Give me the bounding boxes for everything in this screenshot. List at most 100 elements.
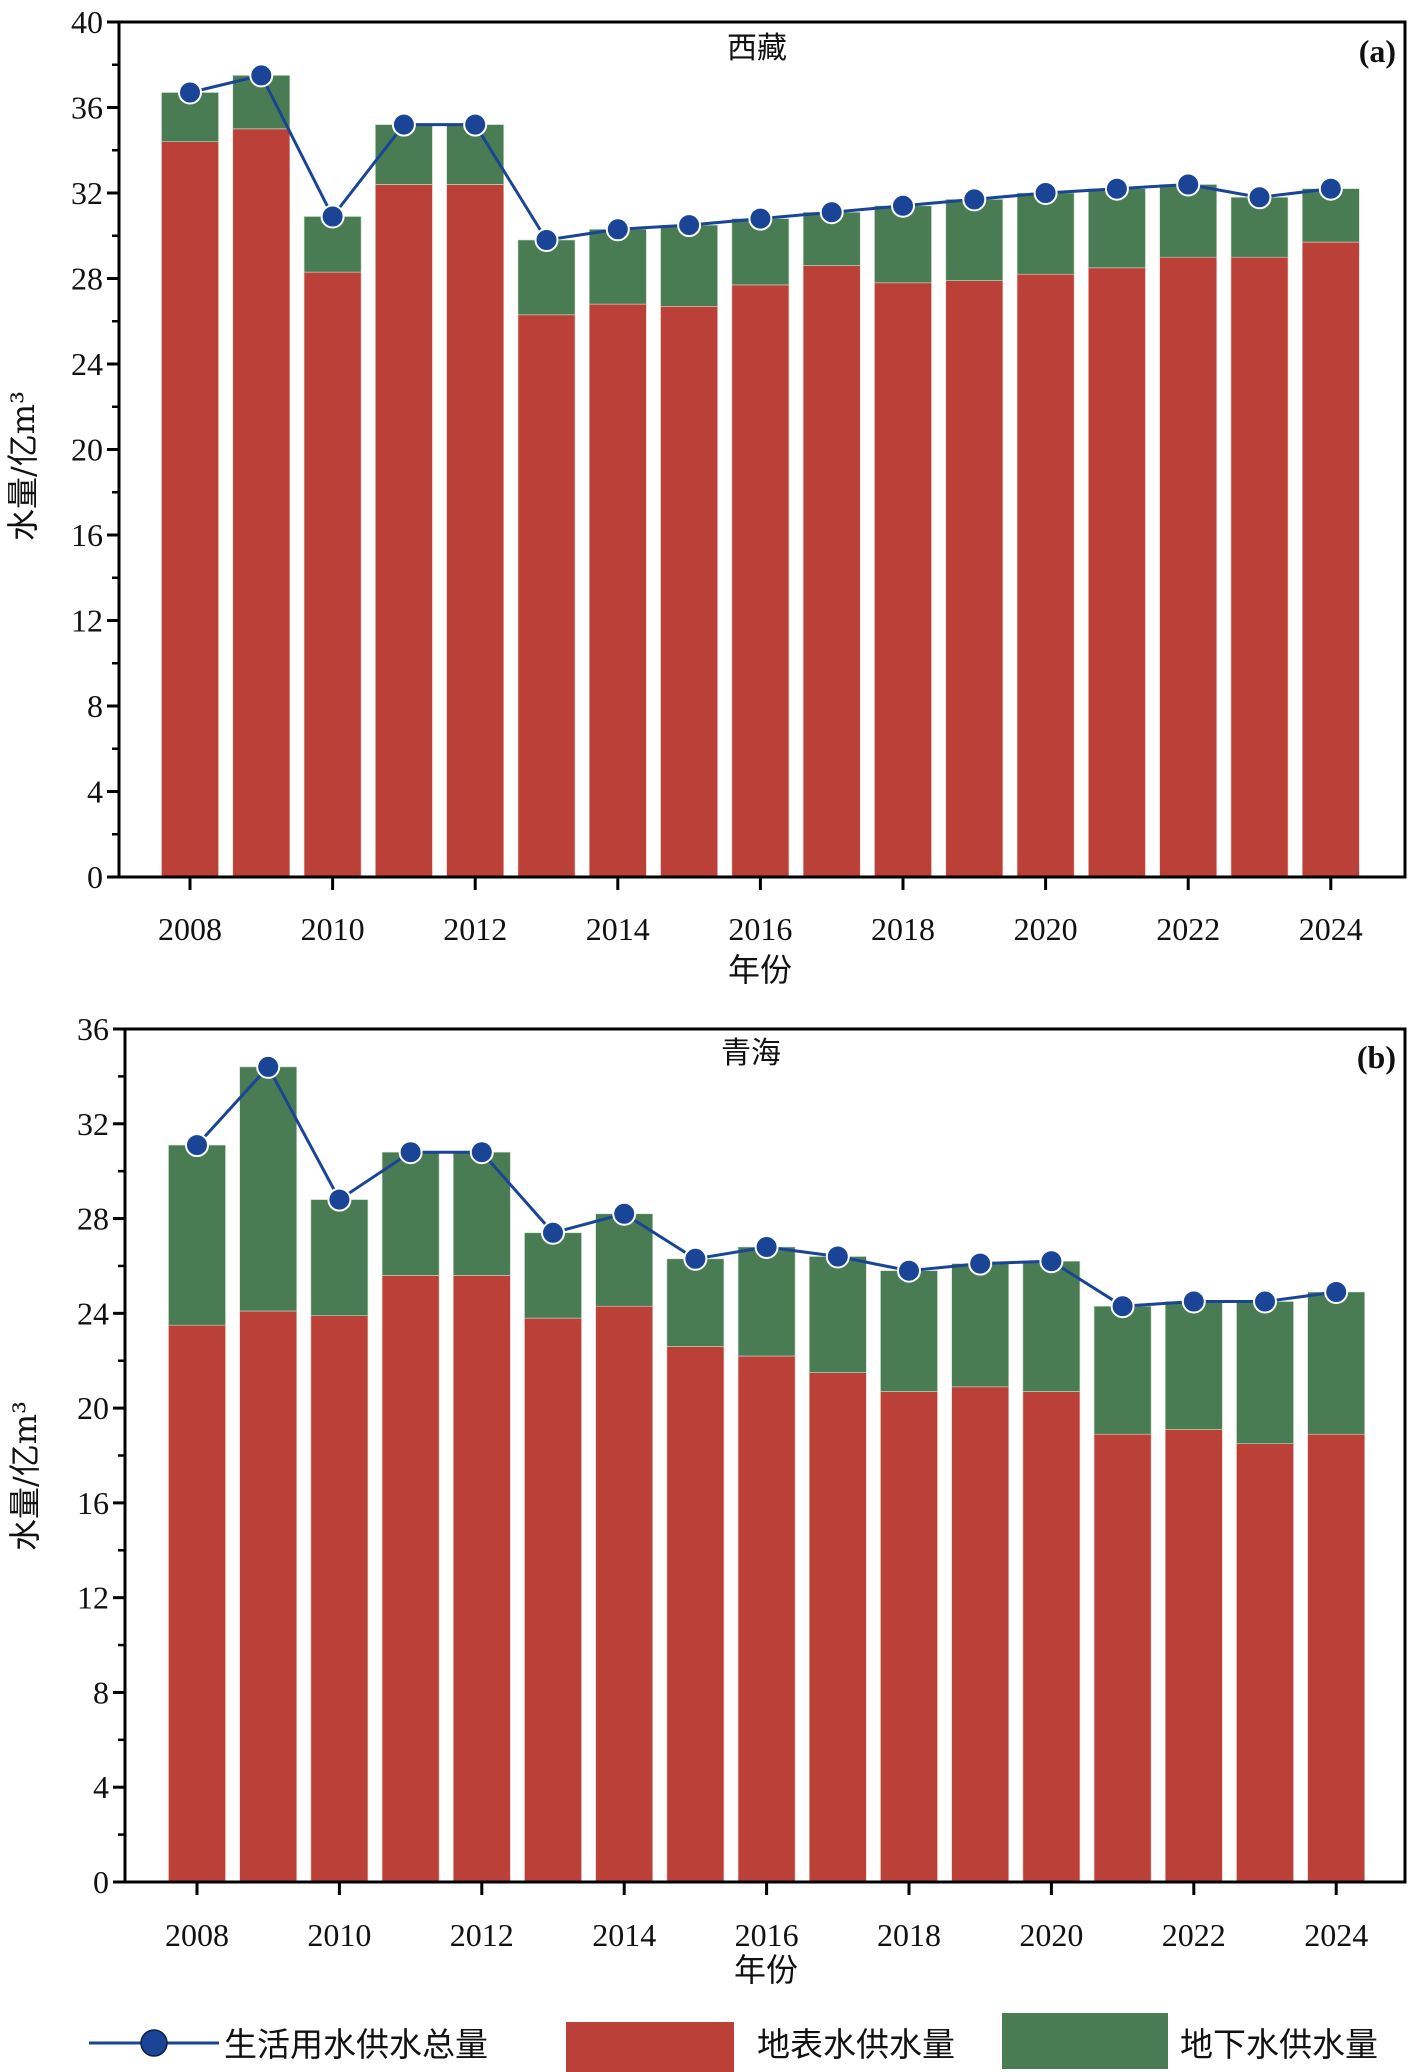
total-point-2023 — [1253, 1289, 1277, 1314]
total-point-2019 — [968, 1251, 993, 1276]
bar-ground-2011 — [381, 1151, 440, 1276]
total-point-2016 — [748, 206, 773, 231]
bar-ground-2009 — [239, 1066, 297, 1312]
bar-surface-2008 — [168, 1324, 226, 1883]
bar-ground-2021 — [1093, 1305, 1152, 1435]
bar-surface-2010 — [303, 271, 362, 878]
total-point-2014 — [605, 217, 630, 242]
panel-label: (b) — [1357, 1039, 1396, 1075]
bar-ground-2013 — [517, 239, 576, 316]
x-tick-label: 2016 — [735, 1917, 799, 1953]
bar-surface-2023 — [1236, 1443, 1294, 1883]
x-tick-label: 2018 — [871, 911, 935, 947]
bar-surface-2014 — [588, 303, 647, 878]
bar-surface-2008 — [161, 141, 219, 878]
bar-surface-2013 — [524, 1317, 582, 1883]
bar-ground-2013 — [524, 1232, 582, 1319]
x-tick-label: 2008 — [165, 1917, 229, 1953]
bar-ground-2017 — [808, 1256, 867, 1373]
total-point-2018 — [897, 1258, 921, 1283]
bar-ground-2019 — [951, 1263, 1010, 1388]
y-tick-label: 16 — [77, 1485, 109, 1521]
x-axis-title: 年份 — [734, 1951, 798, 1989]
panel-title: 青海 — [721, 1036, 781, 1071]
line-series — [178, 63, 1343, 252]
y-tick-label: 8 — [93, 1674, 109, 1710]
panel-label: (a) — [1359, 33, 1396, 69]
total-point-2010 — [320, 204, 345, 229]
bar-surface-2010 — [310, 1315, 369, 1883]
bar-surface-2024 — [1307, 1433, 1365, 1883]
bar-surface-2016 — [731, 284, 790, 878]
bar-ground-2020 — [1016, 192, 1075, 275]
total-point-2024 — [1324, 1280, 1349, 1304]
legend: 生活用水供水总量 地表水供水量 地下水供水量 — [89, 2013, 1378, 2072]
total-point-2021 — [1110, 1294, 1135, 1319]
legend-item-ground: 地下水供水量 — [1002, 2013, 1378, 2069]
x-tick-label: 2020 — [1019, 1917, 1083, 1953]
total-point-2009 — [256, 1054, 281, 1079]
bars-group — [161, 75, 1360, 878]
total-point-2015 — [677, 213, 702, 238]
total-point-2013 — [534, 228, 559, 252]
bar-surface-2011 — [381, 1275, 440, 1883]
y-tick-label: 4 — [87, 774, 103, 810]
bar-surface-2015 — [660, 305, 718, 878]
y-axis-title: 水量/亿m³ — [4, 391, 42, 541]
bar-ground-2017 — [802, 211, 861, 266]
bar-surface-2014 — [595, 1305, 654, 1883]
total-point-2020 — [1039, 1249, 1064, 1274]
total-point-2009 — [249, 63, 274, 88]
y-tick-label: 24 — [71, 346, 103, 382]
total-point-2022 — [1181, 1289, 1206, 1314]
x-axis-title: 年份 — [728, 951, 792, 989]
bar-ground-2020 — [1022, 1260, 1081, 1392]
bar-surface-2024 — [1302, 241, 1360, 878]
bar-surface-2022 — [1165, 1429, 1223, 1883]
bar-surface-2009 — [239, 1310, 297, 1883]
x-tick-label: 2012 — [443, 911, 507, 947]
bar-ground-2018 — [880, 1270, 938, 1392]
legend-patch-ground — [1002, 2013, 1168, 2069]
total-point-2012 — [463, 112, 488, 137]
x-tick-label: 2022 — [1162, 1917, 1226, 1953]
bar-ground-2018 — [874, 205, 932, 284]
panel-title: 西藏 — [727, 31, 787, 66]
total-point-2014 — [612, 1201, 637, 1226]
legend-label: 地下水供水量 — [1180, 2025, 1378, 2064]
bar-ground-2022 — [1159, 184, 1217, 258]
legend-circle-marker — [140, 2029, 168, 2057]
y-tick-label: 4 — [93, 1769, 109, 1805]
bar-ground-2023 — [1236, 1301, 1294, 1444]
bar-ground-2022 — [1165, 1301, 1223, 1430]
bar-surface-2012 — [452, 1275, 511, 1883]
x-tick-label: 2010 — [307, 1917, 371, 1953]
y-tick-label: 12 — [71, 603, 103, 639]
total-point-2008 — [185, 1133, 209, 1158]
bar-surface-2018 — [880, 1391, 938, 1883]
x-tick-label: 2024 — [1299, 911, 1363, 947]
bar-surface-2015 — [666, 1346, 725, 1883]
y-tick-label: 12 — [77, 1580, 109, 1616]
bar-surface-2016 — [737, 1355, 796, 1883]
bar-ground-2015 — [660, 224, 718, 307]
x-tick-label: 2014 — [586, 911, 650, 947]
total-point-2018 — [891, 193, 915, 218]
bar-surface-2023 — [1230, 256, 1289, 878]
total-point-2019 — [962, 187, 987, 212]
bar-surface-2019 — [951, 1386, 1010, 1883]
total-point-2013 — [541, 1220, 565, 1245]
y-tick-label: 0 — [87, 859, 103, 895]
total-point-2010 — [327, 1187, 352, 1212]
bar-surface-2012 — [446, 184, 505, 878]
total-point-2020 — [1033, 181, 1058, 205]
legend-patch-surface — [566, 2022, 734, 2072]
total-point-2011 — [398, 1140, 423, 1165]
total-point-2024 — [1318, 176, 1343, 201]
x-tick-label: 2018 — [877, 1917, 941, 1953]
bar-surface-2022 — [1159, 256, 1217, 878]
